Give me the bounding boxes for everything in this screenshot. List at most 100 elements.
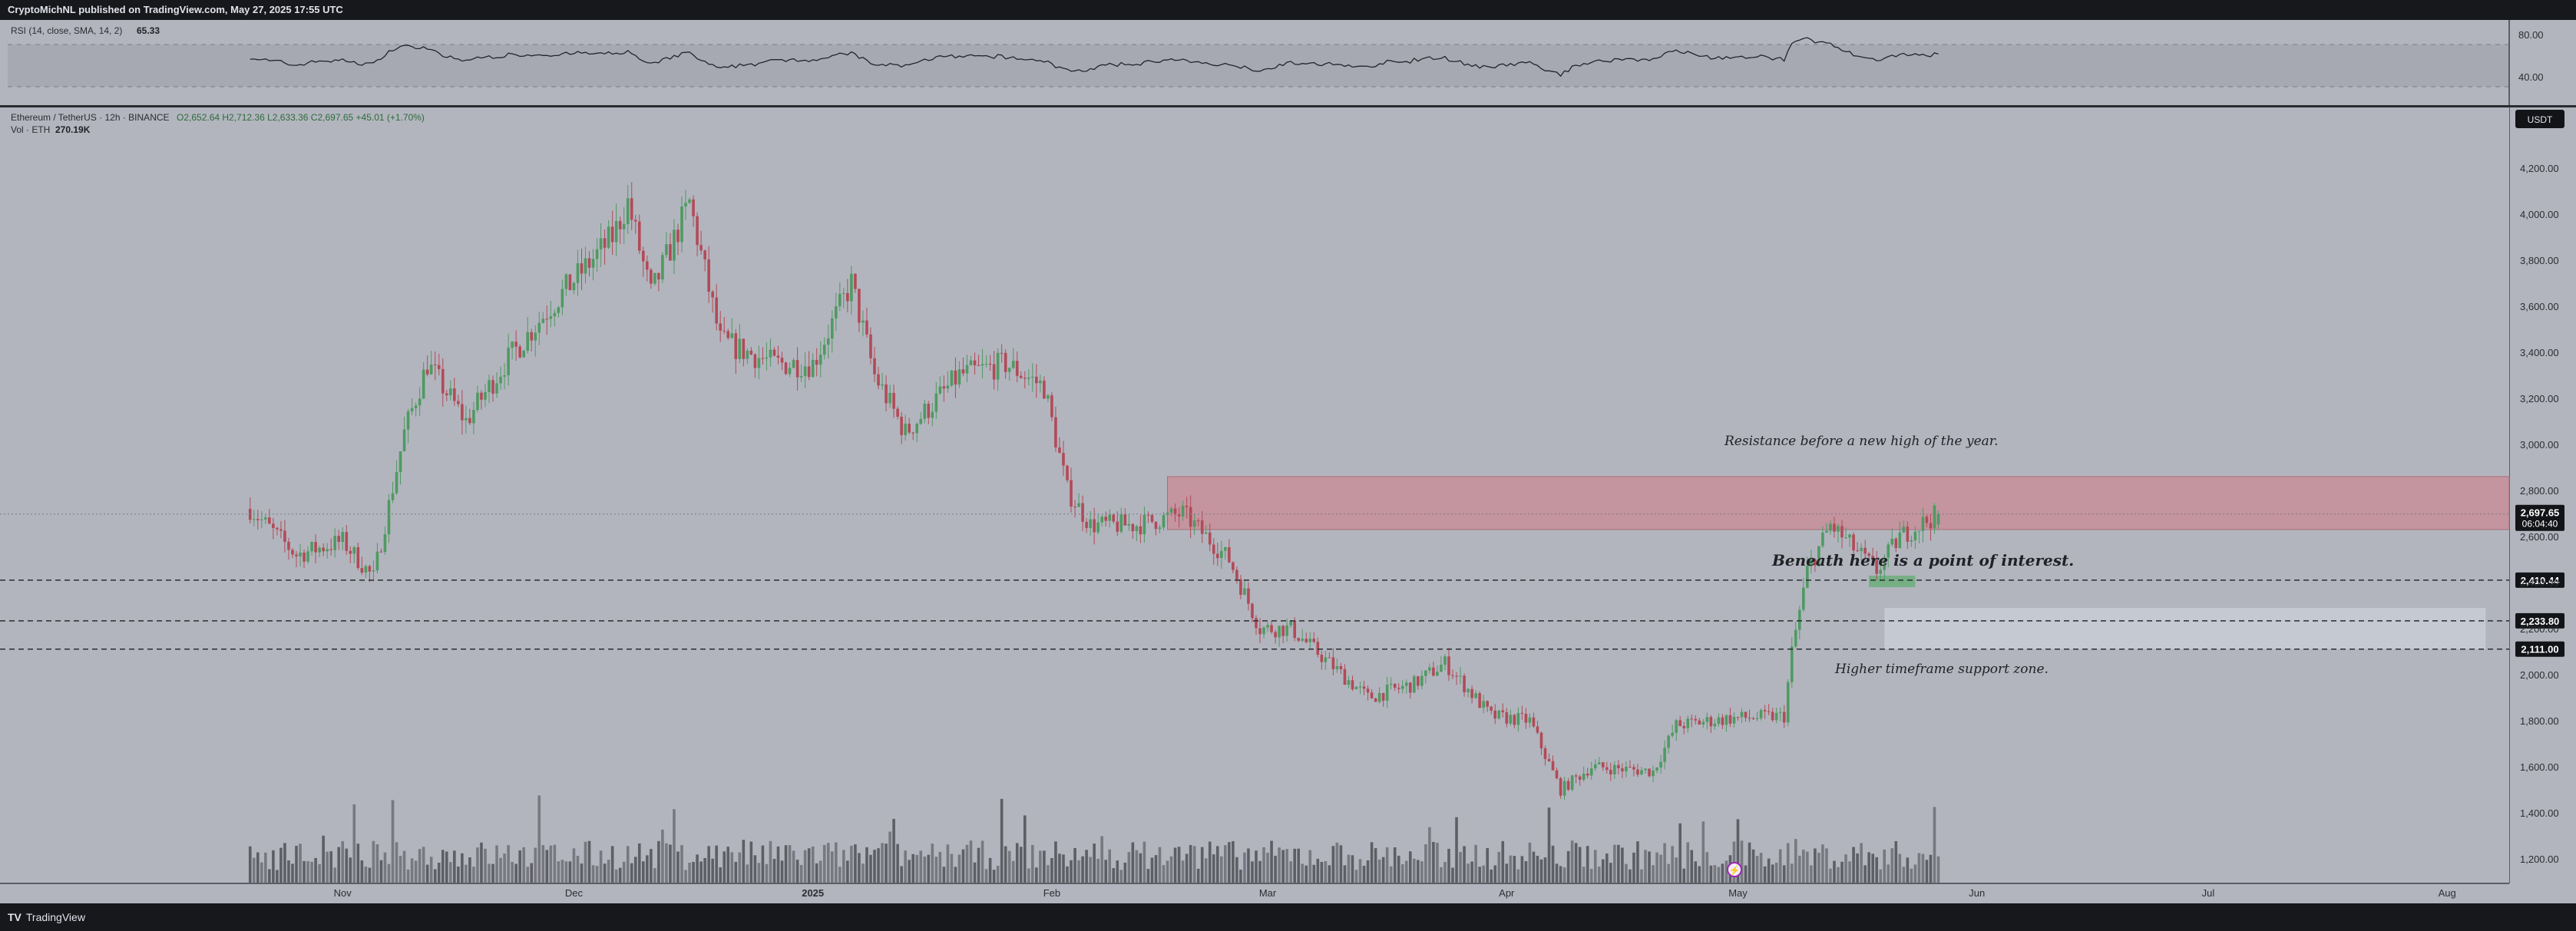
candle-body [449,388,452,395]
candle-body [299,552,302,556]
lightning-icon[interactable] [1727,862,1742,877]
current-price-badge [2515,504,2564,531]
volume-bar [1844,854,1847,883]
y-tick-label: 3,400.00 [2520,347,2559,358]
candle-body [457,401,460,404]
volume-bar [1428,827,1431,883]
candle-body [1432,667,1435,676]
volume-bar [568,861,572,883]
candle-body [268,517,271,524]
level-badge [2515,641,2564,657]
candle-body [650,269,653,284]
volume-bar [1887,864,1890,883]
candle-body [1936,513,1940,525]
volume-bar [1636,841,1639,883]
volume-bar [1629,869,1632,883]
candle-body [715,297,718,324]
candle-body [1139,526,1143,535]
candle-body [541,319,545,323]
candle-body [961,369,965,374]
volume-bar [1736,819,1740,883]
volume-bar [1451,867,1454,883]
volume-bar [1274,855,1277,883]
volume-bar [1644,850,1647,883]
volume-bar [1440,867,1443,883]
candle-body [1648,768,1651,777]
volume-bar [387,863,391,883]
candle-body [1833,523,1836,532]
candle-body [1629,766,1632,768]
volume-bar [830,851,834,883]
volume-bar [1786,843,1790,883]
candle-body [1593,764,1597,769]
candle-body [425,369,429,375]
symbol-legend[interactable]: Ethereum / TetherUS · 12h · BINANCE [11,112,170,123]
time-axis[interactable] [0,883,2576,903]
volume-bar [646,855,649,883]
candle-body [1262,627,1265,635]
volume-bar [1035,867,1038,883]
volume-bar [1278,847,1281,883]
volume-bar [1536,855,1539,883]
volume-bar [557,861,561,883]
candle-body [595,249,599,259]
candle-body [584,258,587,274]
candle-body [719,323,722,331]
volume-bar [1004,846,1007,883]
volume-bar [1516,869,1520,883]
candle-body [1875,560,1878,574]
volume-bar [314,857,317,883]
candle-body [1640,770,1643,775]
volume-bar [1312,864,1316,883]
annotation-support: Higher timeframe support zone. [1834,662,2049,677]
candle-body [969,360,973,365]
volume-bar [1913,864,1917,883]
volume-bar [680,845,683,883]
volume-bar [587,840,591,883]
volume-bar [950,853,954,883]
candle-body [480,392,483,400]
candle-body [564,274,568,289]
candle-body [429,364,433,375]
volume-bar [877,848,880,883]
volume-bar [1562,867,1566,883]
tradingview-logo[interactable]: TV TradingView [8,911,85,923]
price-axis[interactable] [2510,107,2576,883]
candle-body [742,338,746,359]
rsi-band [8,45,2509,87]
volume-bar [842,850,845,883]
volume-bar [1682,868,1685,883]
currency-badge[interactable] [2515,110,2564,128]
volume-bar [1177,847,1181,883]
volume-bar [433,869,437,883]
candle-body [927,403,931,418]
volume-bar [1675,857,1678,883]
candle-body [1732,716,1736,724]
volume-bar [1705,852,1709,883]
volume-bar [1417,860,1420,883]
volume-bar [1848,861,1851,883]
footer-bar: TV TradingView [0,903,2576,931]
candle-body [303,552,306,562]
candle-body [1112,514,1116,522]
candle-body [746,350,749,359]
candle-body [1798,609,1801,630]
candle-body [826,338,830,345]
volume-bar [1652,865,1655,883]
volume-bar [1632,852,1635,883]
candle-body [1883,557,1887,570]
candle-body [1701,721,1705,725]
candle-body [1239,579,1242,595]
volume-bar [765,863,769,883]
candle-body [1755,718,1759,719]
candle-body [904,424,907,435]
candle-body [1043,380,1046,399]
candle-body [1293,620,1296,639]
rsi-legend[interactable]: RSI (14, close, SMA, 14, 2) [11,25,122,36]
candle-body [1436,672,1439,676]
volume-bar [742,840,746,883]
volume-bar [653,868,656,883]
zone-interest [1869,576,1916,587]
volume-bar [260,862,263,883]
